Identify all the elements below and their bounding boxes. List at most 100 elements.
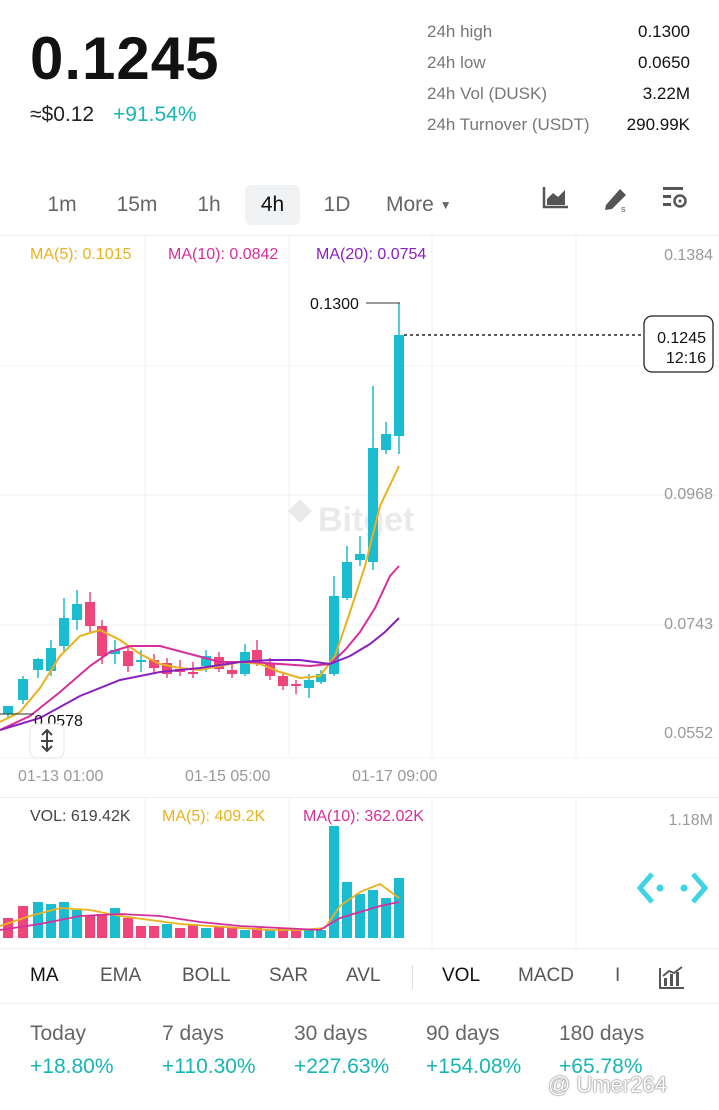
candle-body	[46, 648, 56, 671]
candle-body	[252, 650, 262, 662]
volume-bar	[188, 924, 198, 938]
ma10-line	[0, 565, 400, 731]
divider	[0, 797, 719, 798]
candle-body	[304, 680, 314, 688]
candle-body	[394, 335, 404, 436]
candle	[381, 422, 391, 454]
volume-bar	[18, 906, 28, 938]
volume-bar	[175, 928, 185, 938]
chart-settings-icon[interactable]	[661, 184, 689, 212]
volume-bar	[240, 930, 250, 938]
vol-grid	[144, 798, 577, 948]
period-change: +18.80%	[30, 1055, 114, 1078]
volume-chart[interactable]	[0, 798, 719, 948]
candle	[240, 644, 250, 676]
svg-text:Bitget: Bitget	[318, 501, 414, 539]
more-dropdown[interactable]: More ▼	[386, 185, 462, 225]
credit-watermark: @ Umer264	[548, 1072, 667, 1097]
stat-value: 0.0650	[638, 53, 690, 72]
indicator-more[interactable]: I	[615, 965, 621, 986]
candle	[149, 654, 159, 674]
tab-1d[interactable]: 1D	[323, 193, 351, 216]
current-price-tag[interactable]: 0.1245 12:16	[643, 315, 714, 373]
candle	[291, 680, 301, 694]
ma20-legend: MA(20): 0.0754	[316, 246, 427, 263]
candle-body	[97, 626, 107, 656]
y-axis-label: 0.0968	[664, 486, 713, 503]
period-label: Today	[30, 1022, 87, 1045]
volume-bar	[33, 902, 43, 938]
volume-bar	[278, 928, 288, 938]
stat-value: 290.99K	[626, 115, 690, 134]
bitget-watermark: Bitget	[288, 499, 414, 539]
ma5-line	[0, 465, 400, 723]
divider	[0, 948, 719, 949]
tab-1h[interactable]: 1h	[197, 193, 221, 216]
tab-15m[interactable]: 15m	[116, 193, 158, 216]
volume-bar	[85, 916, 95, 938]
vol-axis-max: 1.18M	[668, 812, 713, 829]
stat-label: 24h Turnover (USDT)	[427, 115, 590, 134]
indicator-avl[interactable]: AVL	[346, 965, 381, 986]
candle	[72, 590, 82, 630]
candle-body	[291, 684, 301, 686]
candle-body	[201, 656, 211, 666]
vol-legend: VOL: 619.42K	[30, 808, 131, 825]
indicator-boll[interactable]: BOLL	[182, 965, 231, 986]
svg-text:0.1300: 0.1300	[310, 296, 359, 313]
volume-bar	[381, 898, 391, 938]
candle	[316, 670, 326, 684]
candle-body	[162, 663, 172, 674]
last-price: 0.1245	[30, 25, 220, 92]
volume-bar	[110, 908, 120, 938]
tab-4h[interactable]: 4h	[245, 185, 300, 225]
indicator-settings-icon[interactable]	[658, 964, 686, 990]
x-axis-label: 01-15 05:00	[185, 768, 271, 785]
candle	[18, 676, 28, 704]
candle-body	[214, 657, 224, 669]
candle	[355, 536, 365, 566]
tab-1m[interactable]: 1m	[47, 193, 77, 216]
y-axis-label: 0.1384	[664, 247, 713, 264]
candlestick-chart[interactable]: Bitget 0.1300 0.0578 0.1245 12:16	[0, 236, 719, 800]
scale-handle[interactable]	[29, 723, 65, 759]
stat-label: 24h high	[427, 22, 493, 41]
y-axis-label: 0.0743	[664, 616, 713, 633]
candle-body	[265, 664, 275, 676]
candle-body	[278, 676, 288, 686]
candle-body	[85, 602, 95, 626]
volume-bar	[355, 894, 365, 938]
indicator-macd[interactable]: MACD	[518, 965, 574, 986]
area-chart-icon[interactable]	[542, 185, 570, 211]
indicator-vol[interactable]: VOL	[442, 965, 481, 986]
period-label: 30 days	[294, 1022, 368, 1045]
indicator-ma[interactable]: MA	[30, 965, 59, 986]
period-label: 90 days	[426, 1022, 500, 1045]
volume-bar	[265, 930, 275, 938]
draw-tool-icon[interactable]: s	[600, 183, 630, 213]
grid	[0, 236, 719, 759]
svg-text:s: s	[621, 204, 626, 213]
more-label: More	[386, 193, 434, 216]
high-marker: 0.1300	[310, 296, 400, 313]
volume-bar	[227, 928, 237, 938]
ma10-legend: MA(10): 0.0842	[168, 246, 279, 263]
candle-body	[72, 604, 82, 620]
volume-bar	[252, 928, 262, 938]
indicator-sar[interactable]: SAR	[269, 965, 309, 986]
candle	[394, 303, 404, 454]
candle-body	[381, 434, 391, 450]
candle	[33, 658, 43, 678]
period-change: +227.63%	[294, 1055, 390, 1078]
divider	[0, 1003, 719, 1004]
vertical-resize-icon	[41, 728, 53, 753]
expand-chart-icon[interactable]	[636, 872, 709, 904]
candle-body	[227, 670, 237, 674]
y-axis-label: 0.0552	[664, 725, 713, 742]
candle-body	[123, 651, 133, 666]
candle-body	[329, 596, 339, 674]
ma20-line	[0, 617, 400, 731]
x-axis-label: 01-17 09:00	[352, 768, 438, 785]
volume-bar	[214, 926, 224, 938]
indicator-ema[interactable]: EMA	[100, 965, 142, 986]
